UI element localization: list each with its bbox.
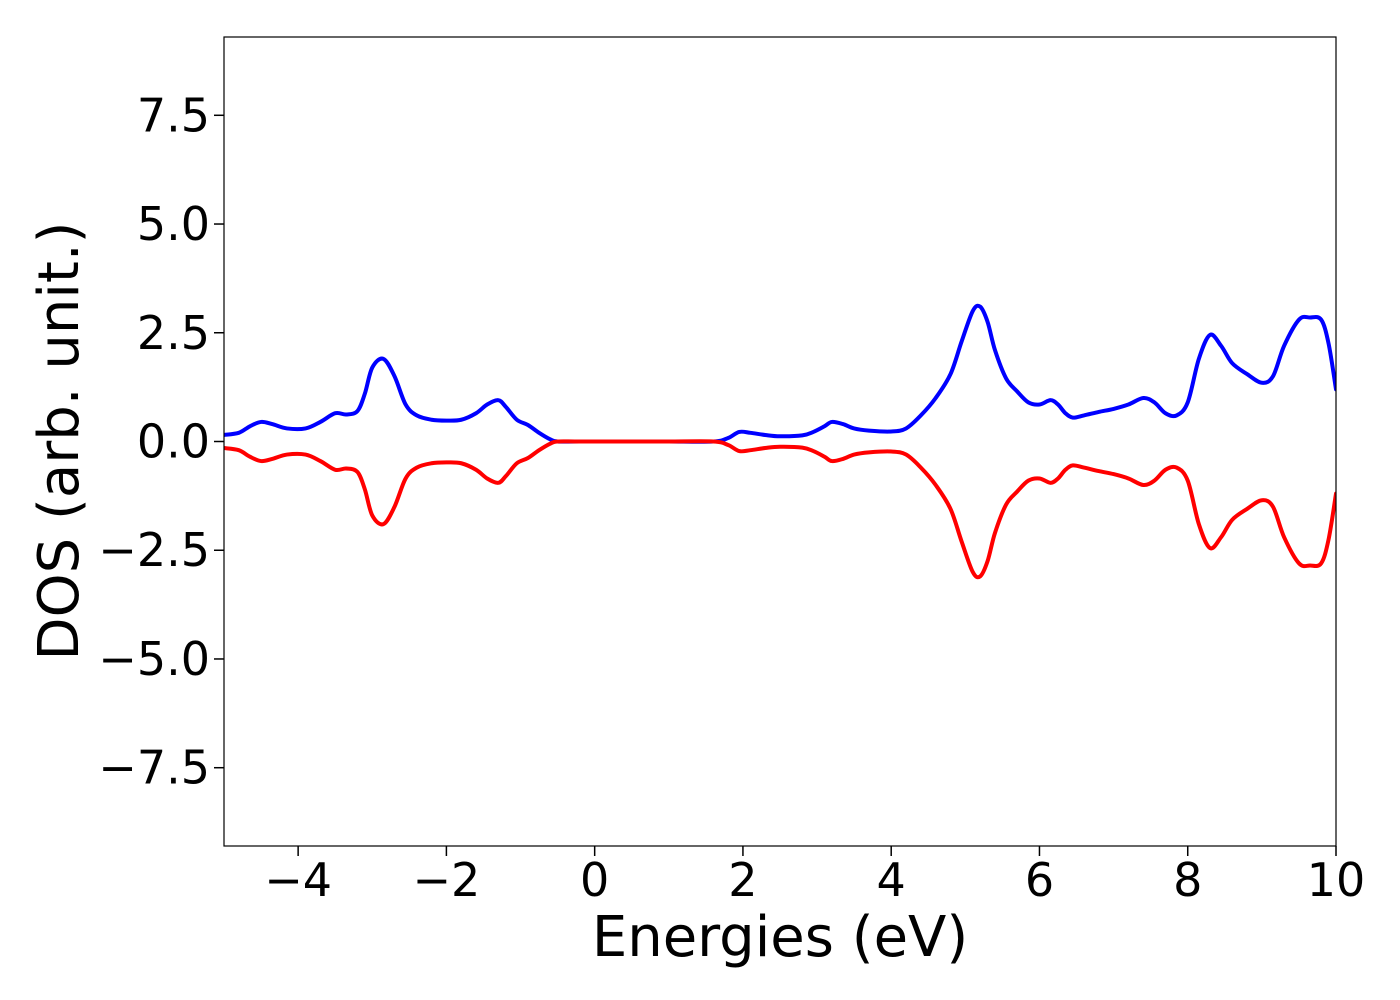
series-line-1 bbox=[224, 303, 1336, 444]
x-tick-label: 8 bbox=[1173, 853, 1202, 907]
x-axis-ticks: −4 −2 0 2 4 6 8 10 bbox=[264, 846, 1365, 907]
y-tick-label: −2.5 bbox=[98, 523, 210, 577]
y-tick-label: −5.0 bbox=[98, 632, 210, 686]
x-tick-label: 4 bbox=[877, 853, 906, 907]
y-tick-label: 5.0 bbox=[137, 197, 210, 251]
y-axis-ticks: 7.5 5.0 2.5 0.0 −2.5 −5.0 −7.5 bbox=[98, 88, 224, 795]
series-line-2 bbox=[224, 439, 1336, 580]
x-axis-label: Energies (eV) bbox=[592, 905, 968, 970]
y-tick-label: 2.5 bbox=[137, 306, 210, 360]
series-layer bbox=[224, 303, 1336, 580]
x-tick-label: −4 bbox=[264, 853, 332, 907]
x-tick-label: 10 bbox=[1307, 853, 1366, 907]
x-tick-label: −2 bbox=[412, 853, 480, 907]
y-axis-label: DOS (arb. unit.) bbox=[27, 221, 92, 660]
x-tick-label: 0 bbox=[580, 853, 609, 907]
y-tick-label: 7.5 bbox=[137, 88, 210, 142]
y-tick-label: −7.5 bbox=[98, 741, 210, 795]
y-tick-label: 0.0 bbox=[137, 415, 210, 469]
plot-area bbox=[224, 37, 1336, 846]
x-tick-label: 2 bbox=[728, 853, 757, 907]
x-tick-label: 6 bbox=[1025, 853, 1054, 907]
